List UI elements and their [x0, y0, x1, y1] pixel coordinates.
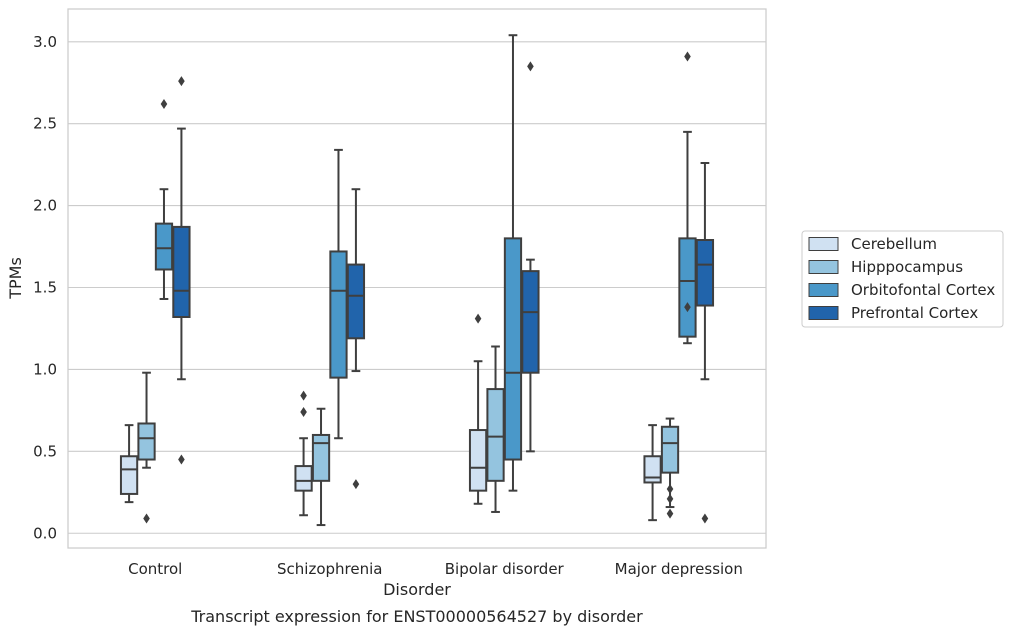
box-plot-area [119, 34, 715, 527]
legend-swatch [808, 283, 839, 297]
box [678, 237, 697, 338]
box [521, 270, 540, 374]
box-group [172, 76, 191, 465]
outlier-point [160, 99, 168, 110]
box [486, 388, 505, 482]
plot-frame [67, 8, 767, 549]
box [660, 425, 680, 474]
box [503, 237, 523, 461]
box [468, 429, 488, 492]
x-tick-label: Major depression [615, 560, 743, 578]
x-axis-ticks: Control Schizophrenia Bipolar disorder Majo… [128, 560, 743, 578]
legend-swatch [808, 306, 839, 320]
legend-frame [801, 230, 1004, 328]
x-tick-label: Schizophrenia [277, 560, 382, 578]
outlier-point [300, 407, 307, 418]
box-group [503, 34, 523, 492]
legend-label: Prefrontal Cortex [851, 304, 978, 322]
box-group [346, 188, 366, 490]
legend-label: Orbitofontal Cortex [851, 281, 995, 299]
x-tick-label: Bipolar disorder [445, 560, 565, 578]
outlier-point [143, 513, 150, 524]
outlier-point [684, 51, 691, 62]
outlier-point [527, 61, 534, 72]
box-group [329, 148, 348, 440]
box-group [154, 99, 174, 300]
box [643, 455, 662, 484]
box [346, 263, 366, 340]
y-tick-label: 0.5 [33, 442, 57, 460]
legend: Cerebellum Hipppocampus Orbitofontal Corte… [801, 230, 1004, 328]
box-group [521, 61, 540, 453]
legend-label: Hipppocampus [851, 258, 963, 276]
y-tick-label: 0.0 [33, 524, 57, 542]
legend-swatch [808, 237, 839, 251]
outlier-point [666, 508, 674, 519]
outlier-point [474, 313, 482, 324]
y-axis-label: TPMs [6, 257, 25, 300]
y-tick-label: 1.5 [33, 279, 57, 297]
y-tick-label: 3.0 [33, 33, 57, 51]
box-group [311, 407, 331, 527]
box [137, 422, 156, 461]
outlier-point [666, 493, 674, 504]
box [695, 239, 715, 307]
box-group [468, 313, 488, 505]
box [329, 250, 348, 379]
x-tick-label: Control [128, 560, 182, 578]
box-group [660, 417, 680, 519]
box-group [678, 51, 697, 345]
chart-caption: Transcript expression for ENST0000056452… [190, 607, 643, 626]
legend-label: Cerebellum [851, 235, 937, 253]
outlier-point [178, 76, 185, 87]
x-axis-label: Disorder [383, 580, 451, 599]
outlier-point [701, 513, 709, 524]
box-group [294, 390, 313, 517]
box [119, 455, 139, 495]
legend-swatch [808, 260, 839, 274]
box [172, 225, 191, 318]
outlier-point [666, 484, 674, 495]
outlier-point [684, 302, 691, 313]
box [311, 433, 331, 482]
box-group [695, 162, 715, 524]
outlier-point [178, 454, 185, 465]
outlier-point [300, 390, 307, 401]
outlier-point [352, 479, 360, 490]
box [154, 222, 174, 271]
y-axis-ticks: 0.0 0.5 1.0 1.5 2.0 2.5 3.0 [33, 33, 57, 542]
box-group [137, 371, 156, 524]
box [294, 465, 313, 492]
box-group [119, 424, 139, 504]
box-group [486, 345, 505, 513]
y-tick-label: 1.0 [33, 360, 57, 378]
y-tick-label: 2.5 [33, 115, 57, 133]
box-group [643, 424, 662, 522]
y-tick-label: 2.0 [33, 197, 57, 215]
